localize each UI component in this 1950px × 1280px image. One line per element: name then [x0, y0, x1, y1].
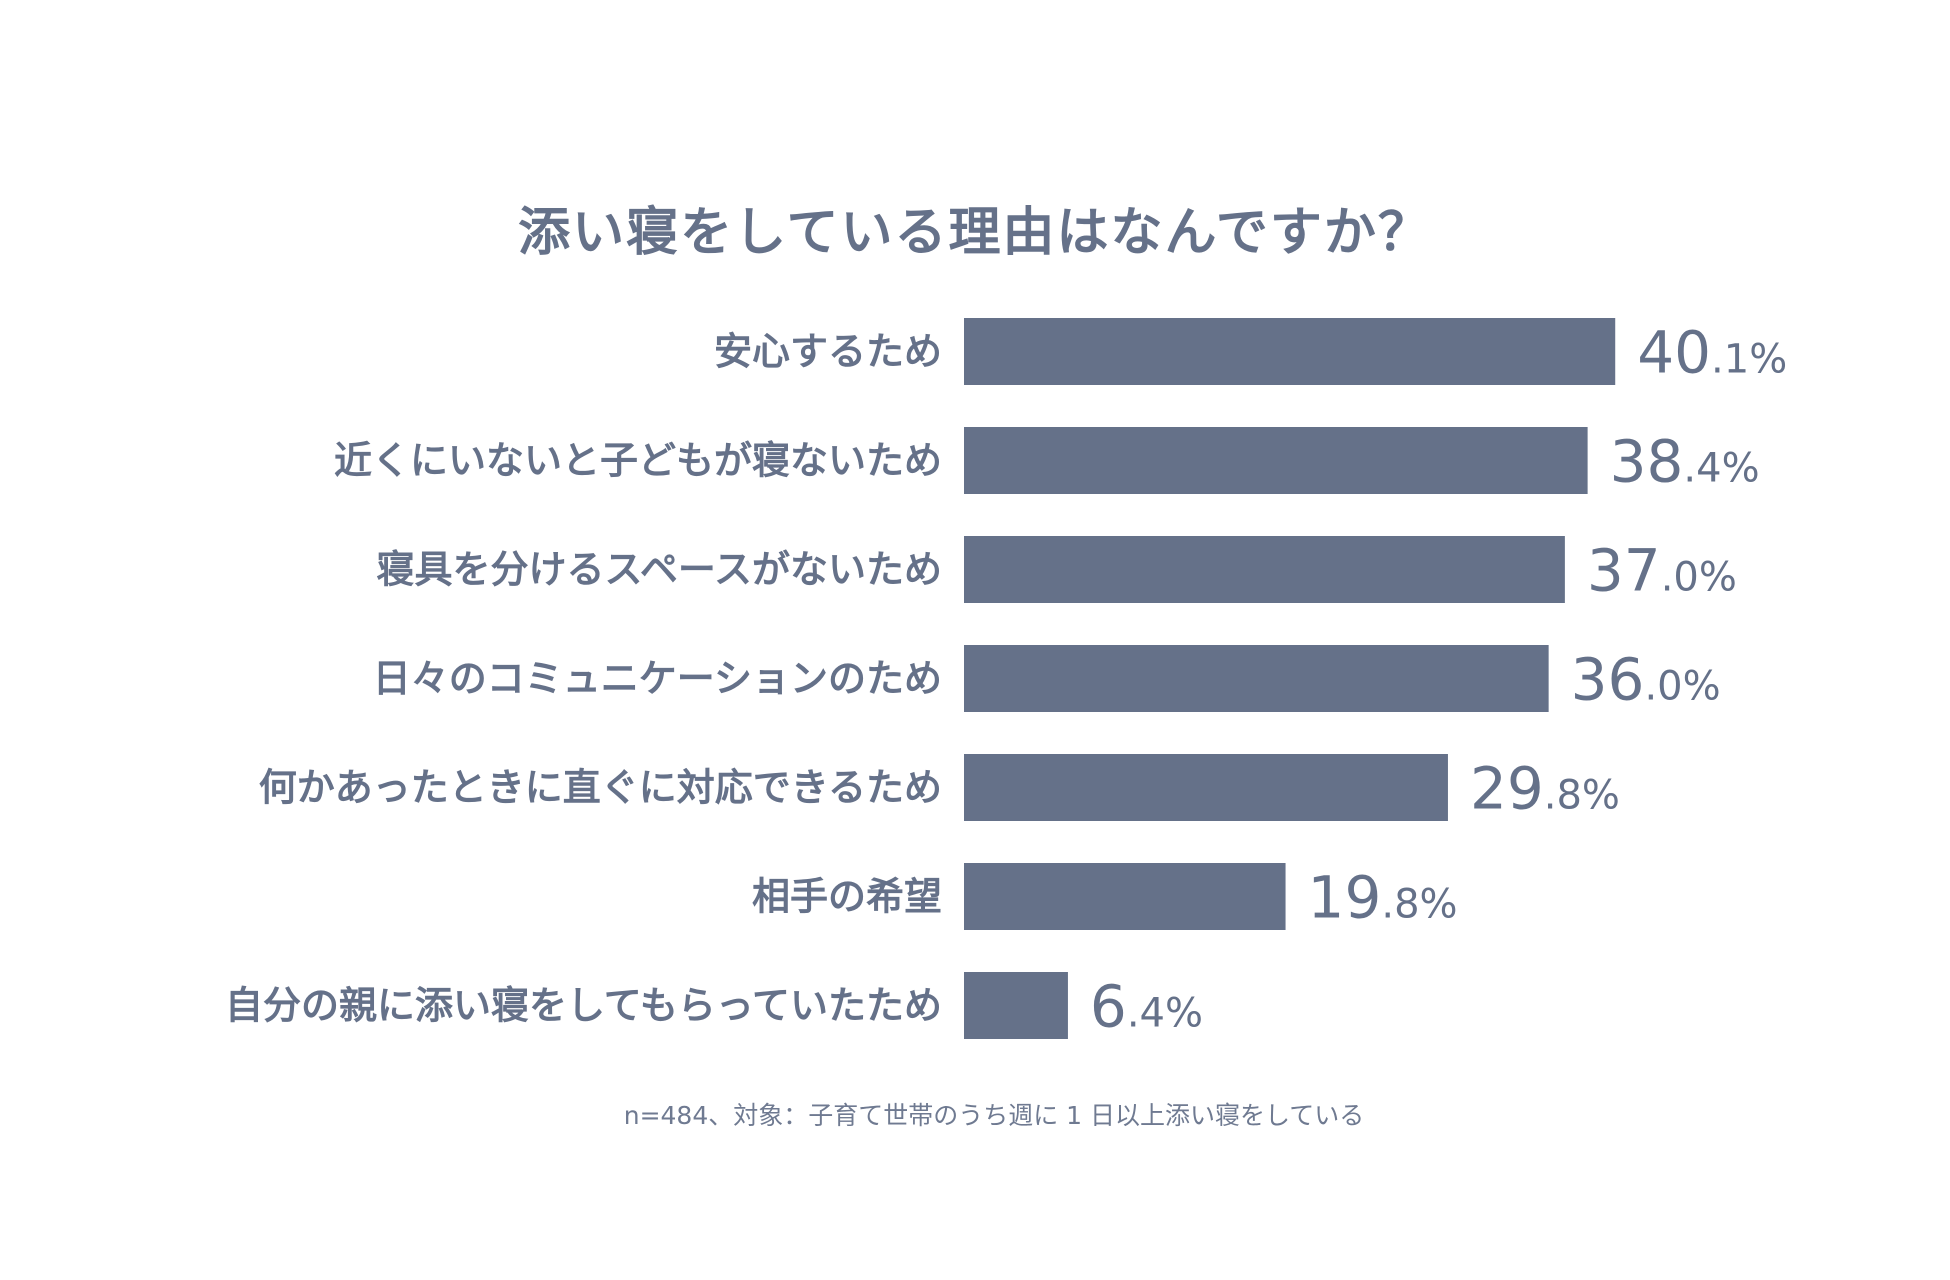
value-label: 19.8% — [1308, 864, 1458, 932]
bar — [964, 536, 1565, 603]
value-label: 36.0% — [1571, 646, 1721, 714]
value-label: 37.0% — [1587, 537, 1737, 605]
bar — [964, 972, 1068, 1039]
category-label: 何かあったときに直ぐに対応できるため — [259, 766, 942, 810]
bar — [964, 754, 1448, 821]
category-label: 近くにいないと子どもが寝ないため — [334, 439, 942, 483]
chart-title: 添い寝をしている理由はなんですか？ — [518, 203, 1432, 263]
bar — [964, 863, 1286, 930]
chart-footnote: n=484、対象：子育て世帯のうち週に 1 日以上添い寝をしている — [623, 1101, 1365, 1130]
bars-group: 安心するため 40.1% 近くにいないと子どもが寝ないため 38.4% 寝具を分けるスペ… — [225, 318, 1787, 1041]
category-label: 相手の希望 — [752, 875, 942, 919]
value-label: 29.8% — [1470, 755, 1620, 823]
value-label: 6.4% — [1090, 973, 1203, 1041]
value-label: 38.4% — [1610, 428, 1760, 496]
category-label: 安心するため — [714, 330, 942, 374]
category-label: 日々のコミュニケーションのため — [373, 657, 942, 701]
value-label: 40.1% — [1637, 319, 1787, 387]
category-label: 寝具を分けるスペースがないため — [377, 548, 942, 592]
bar — [964, 645, 1549, 712]
bar — [964, 318, 1616, 385]
bar — [964, 427, 1588, 494]
category-label: 自分の親に添い寝をしてもらっていたため — [225, 984, 942, 1028]
